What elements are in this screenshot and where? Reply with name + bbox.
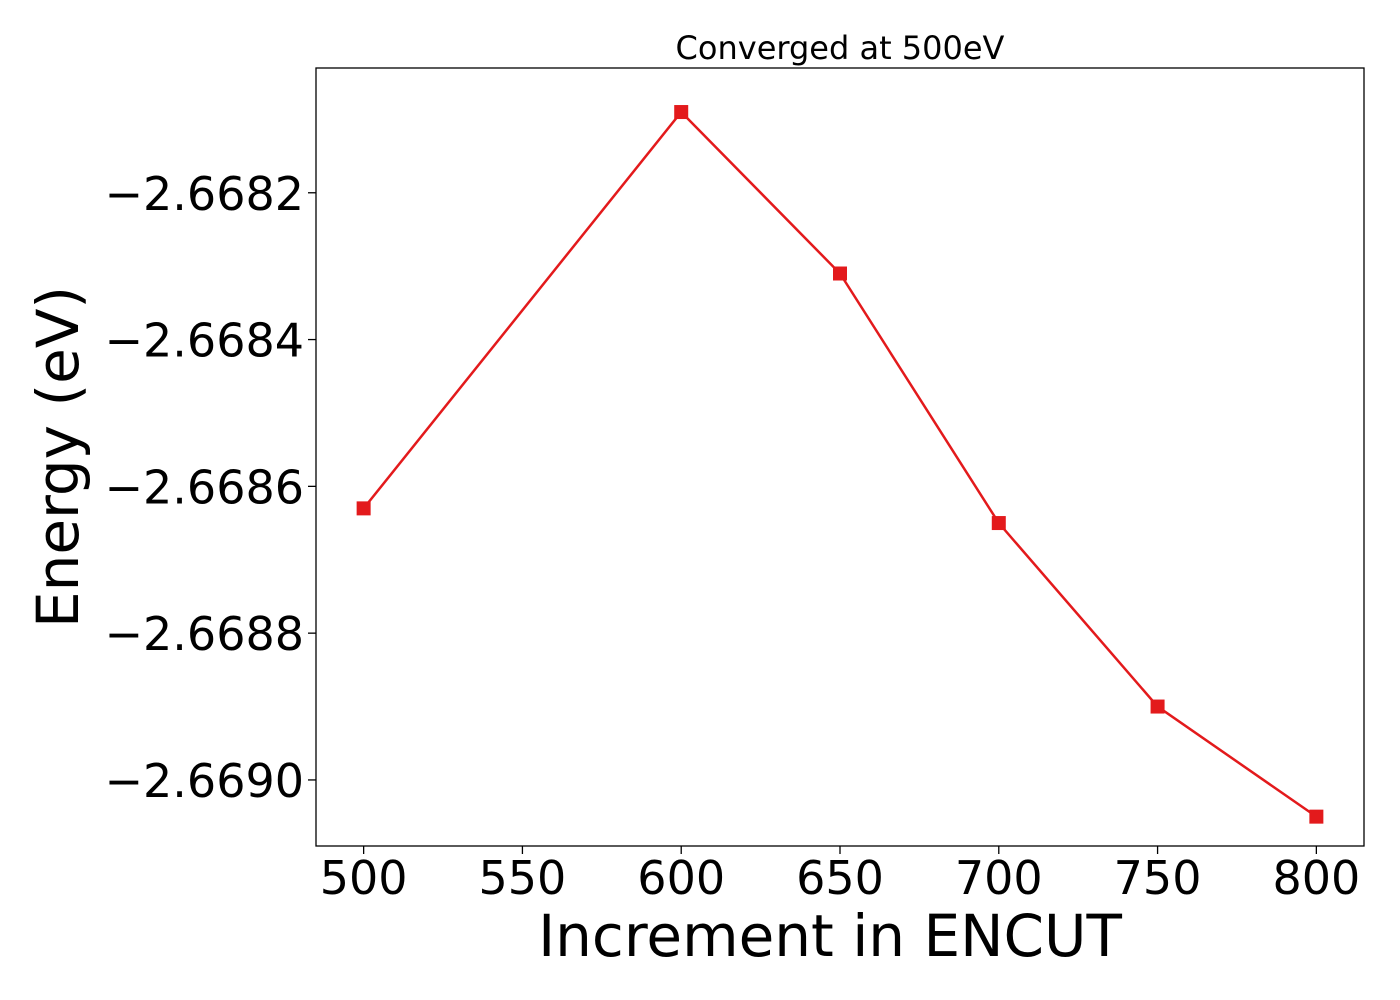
data-point: [356, 501, 371, 516]
y-tick-label: −2.6682: [105, 167, 305, 221]
series-layer: [356, 105, 1324, 824]
data-point: [991, 516, 1006, 531]
x-axis-title: Increment in ENCUT: [538, 902, 1122, 970]
plot-frame: [315, 67, 1365, 847]
series-line: [362, 110, 1318, 818]
y-tick-label: −2.6684: [105, 314, 305, 368]
data-point: [1150, 699, 1165, 714]
y-tick-label: −2.6686: [105, 460, 305, 514]
data-point: [1309, 809, 1324, 824]
x-ticks: 500 550 600 650 700 750 800: [320, 846, 1360, 905]
y-axis-title: Energy (eV): [24, 286, 92, 628]
data-point: [833, 266, 847, 281]
y-tick-label: −2.6690: [105, 754, 305, 808]
x-tick-label: 500: [320, 851, 408, 905]
x-tick-label: 550: [479, 851, 567, 905]
y-ticks: −2.6682 −2.6684 −2.6686 −2.6688 −2.6690: [105, 167, 316, 808]
y-tick-label: −2.6688: [105, 607, 305, 661]
data-point: [674, 105, 689, 120]
chart-title: Converged at 500eV: [676, 29, 1005, 67]
x-tick-label: 750: [1114, 851, 1202, 905]
x-tick-label: 800: [1272, 851, 1360, 905]
x-tick-label: 600: [637, 851, 725, 905]
x-tick-label: 700: [955, 851, 1043, 905]
x-tick-label: 650: [796, 851, 884, 905]
